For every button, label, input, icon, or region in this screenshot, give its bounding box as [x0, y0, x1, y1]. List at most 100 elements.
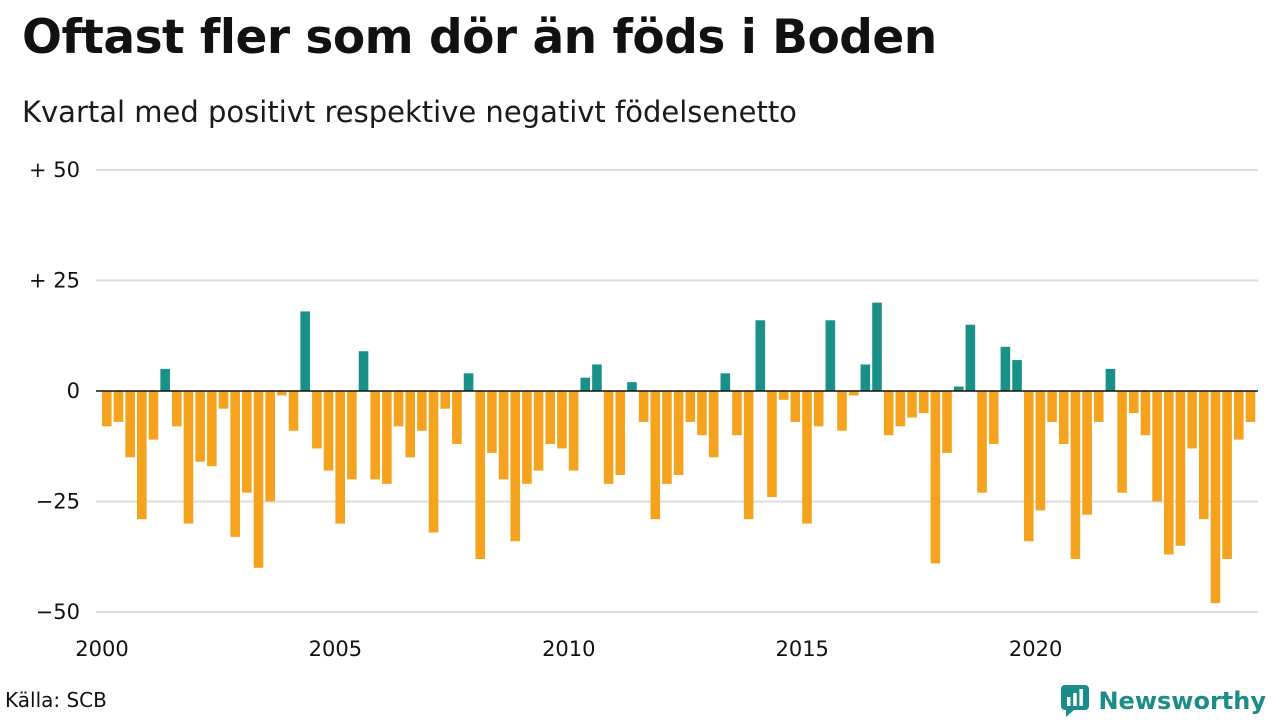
- bar-negative: [1023, 391, 1034, 542]
- bar-negative: [172, 391, 182, 427]
- bar-negative: [1058, 391, 1069, 445]
- bar-negative: [382, 391, 392, 484]
- bar-negative: [942, 391, 952, 453]
- bar-negative: [113, 391, 124, 422]
- bar-negative: [813, 391, 824, 427]
- bar-negative: [662, 391, 672, 484]
- bar-negative: [1210, 391, 1221, 604]
- bar-negative: [207, 391, 217, 467]
- bar-negative: [405, 391, 416, 458]
- bar-negative: [102, 391, 112, 427]
- bar-negative: [895, 391, 906, 427]
- bar-positive: [1105, 368, 1116, 391]
- brand[interactable]: Newsworthy: [1060, 684, 1266, 718]
- bar-positive: [358, 351, 369, 391]
- bar-negative: [802, 391, 812, 524]
- bar-positive: [953, 386, 964, 391]
- bar-positive: [825, 320, 836, 391]
- x-tick-label: 2015: [775, 637, 828, 661]
- bar-negative: [977, 391, 987, 493]
- bar-negative: [1198, 391, 1209, 520]
- bar-negative: [708, 391, 719, 458]
- bar-negative: [242, 391, 252, 493]
- bar-negative: [440, 391, 451, 409]
- bar-negative: [533, 391, 544, 471]
- chart-title: Oftast fler som dör än föds i Boden: [22, 10, 937, 65]
- bar-negative: [335, 391, 345, 524]
- bar-positive: [580, 377, 591, 391]
- bar-positive: [720, 373, 731, 391]
- bar-negative: [510, 391, 521, 542]
- bar-negative: [1140, 391, 1151, 436]
- bar-negative: [1187, 391, 1197, 449]
- bar-negative: [1175, 391, 1186, 546]
- bar-negative: [1093, 391, 1104, 422]
- bar-negative: [545, 391, 556, 445]
- bar-negative: [1117, 391, 1127, 493]
- bar-negative: [837, 391, 847, 431]
- bar-negative: [125, 391, 135, 458]
- bar-positive: [965, 324, 976, 391]
- x-tick-label: 2005: [309, 637, 362, 661]
- x-tick-label: 2020: [1009, 637, 1062, 661]
- bar-negative: [743, 391, 754, 520]
- bar-negative: [417, 391, 427, 431]
- bar-negative: [253, 391, 264, 568]
- y-tick-label: + 50: [29, 158, 80, 182]
- bar-negative: [988, 391, 999, 445]
- bar-negative: [312, 391, 322, 449]
- bar-negative: [685, 391, 696, 422]
- bar-negative: [790, 391, 801, 422]
- bar-negative: [288, 391, 299, 431]
- bar-negative: [1128, 391, 1139, 414]
- bar-negative: [195, 391, 205, 462]
- brand-name: Newsworthy: [1098, 687, 1266, 715]
- bar-positive: [300, 311, 310, 391]
- y-tick-label: −25: [36, 490, 80, 514]
- bar-negative: [650, 391, 661, 520]
- bar-negative: [1082, 391, 1092, 515]
- bar-negative: [265, 391, 275, 502]
- x-tick-label: 2000: [75, 637, 128, 661]
- bar-negative: [568, 391, 579, 471]
- bar-negative: [1070, 391, 1081, 559]
- bar-negative: [428, 391, 439, 533]
- bar-negative: [557, 391, 567, 449]
- bar-negative: [1035, 391, 1046, 511]
- x-tick-label: 2010: [542, 637, 595, 661]
- bar-negative: [218, 391, 229, 409]
- bar-negative: [183, 391, 194, 524]
- bar-negative: [615, 391, 626, 475]
- bar-negative: [1245, 391, 1256, 422]
- y-tick-label: + 25: [29, 269, 80, 293]
- bar-negative: [230, 391, 240, 537]
- bar-positive: [463, 373, 474, 391]
- bar-negative: [1047, 391, 1057, 422]
- bar-negative: [1163, 391, 1174, 555]
- bar-negative: [475, 391, 486, 559]
- bar-negative: [603, 391, 614, 484]
- bar-negative: [522, 391, 532, 484]
- bar-negative: [393, 391, 404, 427]
- bar-positive: [160, 368, 170, 391]
- bar-negative: [347, 391, 357, 480]
- bar-negative: [930, 391, 941, 564]
- newsworthy-logo-icon: [1061, 685, 1090, 717]
- bar-negative: [1222, 391, 1232, 559]
- bar-negative: [1233, 391, 1244, 440]
- bar-negative: [673, 391, 684, 475]
- bar-positive: [872, 302, 882, 391]
- bar-negative: [148, 391, 159, 440]
- bar-negative: [778, 391, 789, 400]
- bar-negative: [883, 391, 894, 436]
- bar-negative: [918, 391, 929, 414]
- bar-positive: [1000, 346, 1011, 391]
- bar-negative: [1152, 391, 1162, 502]
- bar-negative: [498, 391, 509, 480]
- bar-positive: [860, 364, 871, 391]
- bar-negative: [732, 391, 742, 436]
- y-tick-label: −50: [36, 600, 80, 624]
- bar-negative: [697, 391, 707, 436]
- bar-negative: [370, 391, 381, 480]
